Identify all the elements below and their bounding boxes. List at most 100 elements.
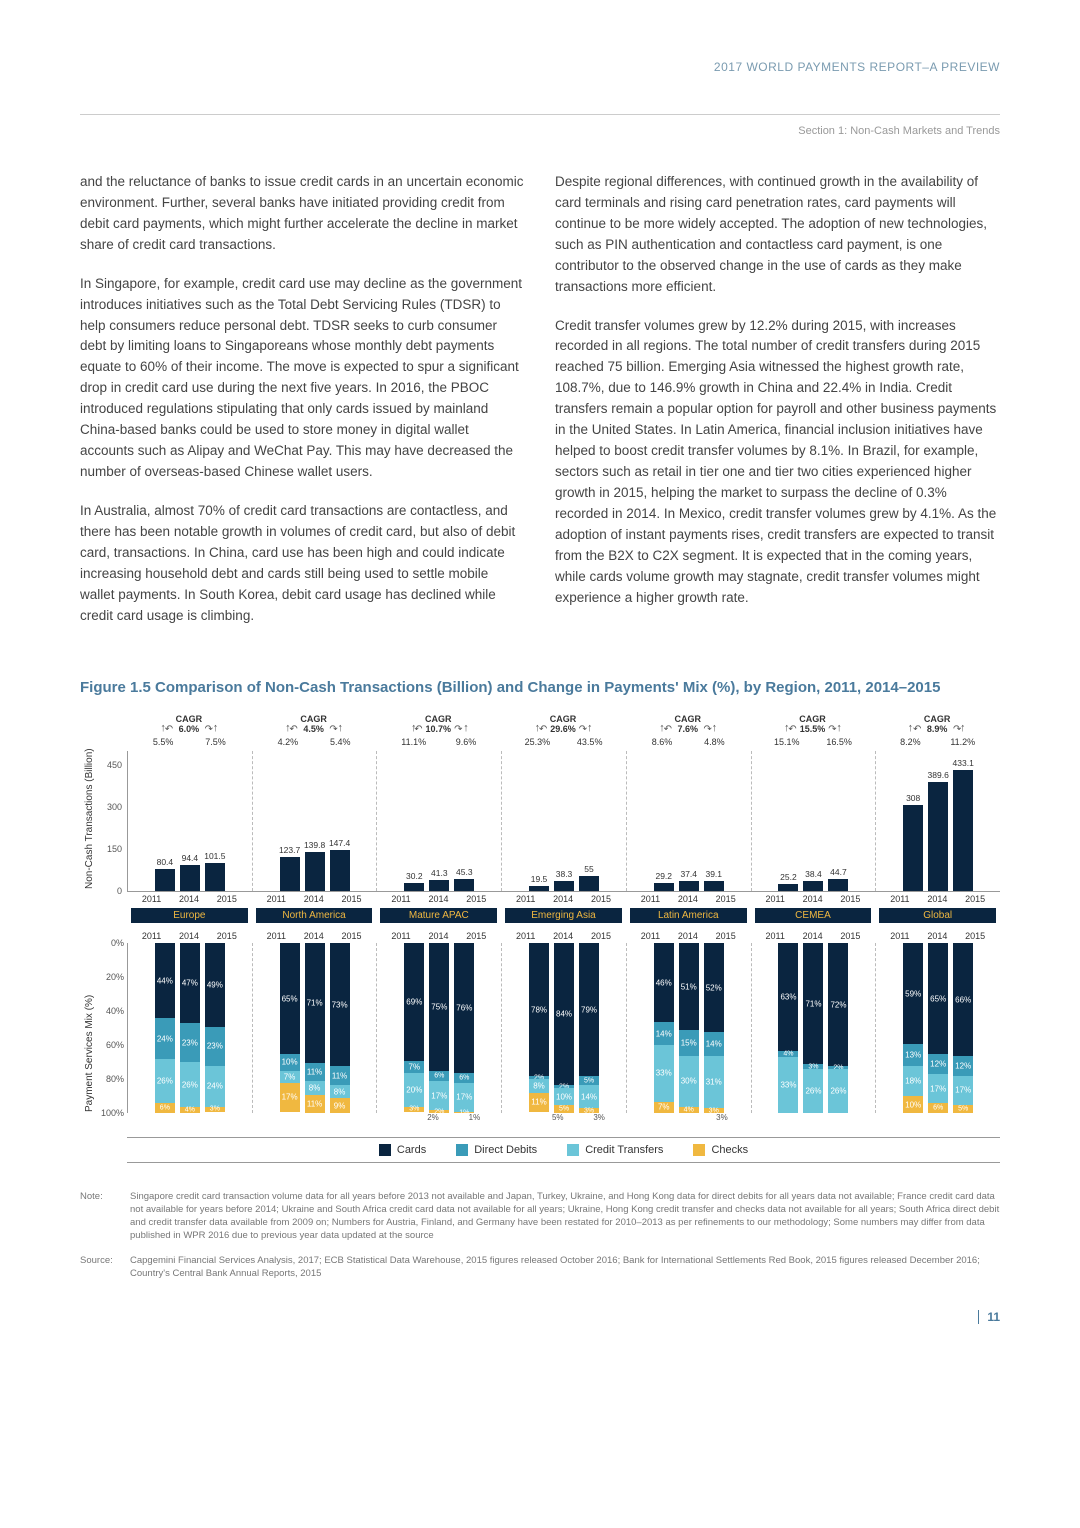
stacked-bar: 59%13%18%10% bbox=[903, 943, 923, 1113]
segment-ct: 33% bbox=[778, 1057, 798, 1113]
cagr-label: CAGR7.6% bbox=[674, 714, 701, 734]
segment-checks: 3% bbox=[704, 1108, 724, 1113]
bar: 45.3 bbox=[454, 879, 474, 892]
segment-ct: 31% bbox=[704, 1056, 724, 1109]
source-label: Source: bbox=[80, 1255, 130, 1281]
segment-ct: 24% bbox=[205, 1066, 225, 1107]
segment-dd: 12% bbox=[928, 1054, 948, 1074]
bar: 139.8 bbox=[305, 852, 325, 891]
year-label: 2014 bbox=[428, 894, 448, 904]
segment-checks: 7% bbox=[654, 1102, 674, 1114]
bar-value: 139.8 bbox=[304, 840, 325, 850]
year-label: 2014 bbox=[803, 931, 823, 941]
ytick: 40% bbox=[106, 1006, 124, 1016]
growth-value: 4.8%↑ bbox=[704, 737, 725, 747]
segment-cards: 72% bbox=[828, 943, 848, 1065]
cagr-label: CAGR29.6% bbox=[550, 714, 577, 734]
segment-ct: 18% bbox=[903, 1066, 923, 1097]
page-number: 11 bbox=[978, 1310, 1000, 1324]
note-label: Note: bbox=[80, 1191, 130, 1242]
year-label: 2015 bbox=[965, 894, 985, 904]
segment-cards: 73% bbox=[330, 943, 350, 1066]
stacked-bar: 71%11%8%11% bbox=[305, 943, 325, 1113]
growth-value: 8.6%↑ bbox=[652, 737, 673, 747]
segment-cards: 76% bbox=[454, 943, 474, 1072]
bar: 389.6 bbox=[928, 782, 948, 891]
year-label: 2015 bbox=[342, 931, 362, 941]
year-label: 2014 bbox=[678, 931, 698, 941]
report-title: 2017 WORLD PAYMENTS REPORT–A PREVIEW bbox=[80, 60, 1000, 74]
year-label: 2015 bbox=[840, 894, 860, 904]
segment-checks: 5% bbox=[554, 1105, 574, 1113]
growth-value: 16.5%↑ bbox=[826, 737, 852, 747]
stacked-bar: 72%2%26% bbox=[828, 943, 848, 1113]
stacked-bar: 73%11%8%9% bbox=[330, 943, 350, 1113]
year-label: 2014 bbox=[304, 894, 324, 904]
growth-value: 25.3%↑ bbox=[525, 737, 551, 747]
year-label: 2014 bbox=[927, 894, 947, 904]
region-label: CEMEA bbox=[755, 908, 872, 923]
stacked-bar: 69%7%20%3% bbox=[404, 943, 424, 1113]
body-columns: and the reluctance of banks to issue cre… bbox=[80, 172, 1000, 644]
ytick: 0% bbox=[111, 938, 124, 948]
segment-checks: 6% bbox=[155, 1103, 175, 1113]
stacked-bar: 63%4%33% bbox=[778, 943, 798, 1113]
segment-ct: 17% bbox=[928, 1074, 948, 1103]
segment-ct: 10% bbox=[554, 1088, 574, 1105]
segment-dd: 4% bbox=[778, 1051, 798, 1058]
bar: 38.4 bbox=[803, 881, 823, 892]
segment-cards: 78% bbox=[529, 943, 549, 1076]
ytick: 150 bbox=[107, 844, 122, 854]
segment-ct: 17% bbox=[953, 1076, 973, 1105]
growth-value: 4.2%↑ bbox=[278, 737, 299, 747]
stacked-bar: 75%6%17%2% bbox=[429, 943, 449, 1113]
bar-value: 38.4 bbox=[805, 869, 822, 879]
bar-value: 123.7 bbox=[279, 845, 300, 855]
legend-item: Credit Transfers bbox=[567, 1144, 663, 1156]
year-label: 2015 bbox=[466, 931, 486, 941]
stacked-bar: 78%2%8%11% bbox=[529, 943, 549, 1113]
ytick: 20% bbox=[106, 972, 124, 982]
bar: 147.4 bbox=[330, 850, 350, 891]
cagr-label: CAGR6.0% bbox=[176, 714, 203, 734]
source-text: Capgemini Financial Services Analysis, 2… bbox=[130, 1255, 1000, 1281]
bar-value: 308 bbox=[906, 793, 920, 803]
segment-ct: 8% bbox=[330, 1085, 350, 1098]
growth-value: 5.5%↑ bbox=[153, 737, 174, 747]
segment-dd: 7% bbox=[404, 1061, 424, 1073]
segment-checks: 6% bbox=[928, 1103, 948, 1113]
bar-value: 38.3 bbox=[556, 869, 573, 879]
year-label: 2011 bbox=[765, 931, 784, 941]
body-paragraph: Credit transfer volumes grew by 12.2% du… bbox=[555, 316, 1000, 609]
legend-swatch bbox=[456, 1144, 468, 1156]
bar-value: 147.4 bbox=[329, 838, 350, 848]
segment-ct: 26% bbox=[803, 1069, 823, 1113]
region-label: North America bbox=[256, 908, 373, 923]
year-label: 2015 bbox=[965, 931, 985, 941]
year-label: 2014 bbox=[553, 931, 573, 941]
stacked-bar: 44%24%26%6% bbox=[155, 943, 175, 1113]
stacked-bar: 47%23%26%4% bbox=[180, 943, 200, 1113]
stacked-bar: 71%3%26% bbox=[803, 943, 823, 1113]
stacked-bar: 52%14%31%3% bbox=[704, 943, 724, 1113]
region-label: Global bbox=[879, 908, 996, 923]
segment-cards: 51% bbox=[679, 943, 699, 1030]
below-label: 3% bbox=[593, 1113, 605, 1123]
segment-checks: 3% bbox=[404, 1107, 424, 1112]
bar: 30.2 bbox=[404, 883, 424, 891]
figure-title: Figure 1.5 Comparison of Non-Cash Transa… bbox=[80, 679, 1000, 696]
segment-dd: 11% bbox=[330, 1066, 350, 1085]
segment-cards: 71% bbox=[803, 943, 823, 1064]
segment-checks: 4% bbox=[180, 1107, 200, 1114]
segment-ct: 33% bbox=[654, 1045, 674, 1101]
source-block: Source: Capgemini Financial Services Ana… bbox=[80, 1255, 1000, 1281]
legend-item: Checks bbox=[693, 1144, 748, 1156]
bar-chart: Non-Cash Transactions (Billion) ↶ CAGR6.… bbox=[80, 714, 1000, 923]
below-label: 3% bbox=[716, 1113, 728, 1123]
segment-cards: 63% bbox=[778, 943, 798, 1050]
note-text: Singapore credit card transaction volume… bbox=[130, 1191, 1000, 1242]
segment-dd: 23% bbox=[180, 1023, 200, 1062]
year-label: 2011 bbox=[267, 931, 286, 941]
section-label: Section 1: Non-Cash Markets and Trends bbox=[80, 125, 1000, 137]
segment-ct: 7% bbox=[280, 1071, 300, 1083]
